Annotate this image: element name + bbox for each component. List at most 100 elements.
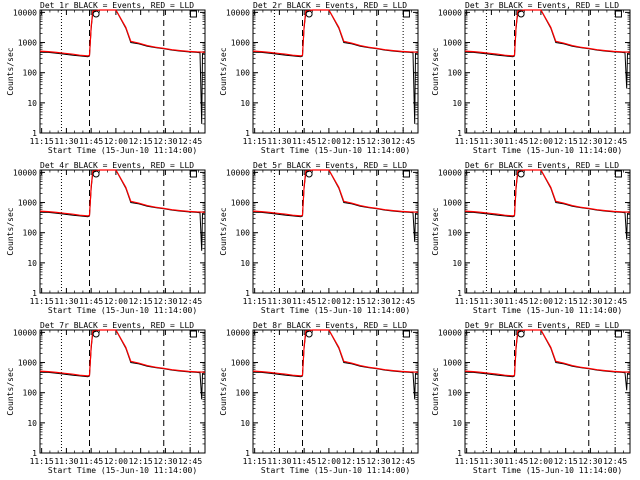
- y-tick-label: 10000: [226, 328, 250, 337]
- marker-square: [402, 330, 410, 338]
- x-axis-label: Start Time (15-Jun-10 11:14:00): [261, 146, 410, 155]
- chart-title: Det 6r BLACK = Events, RED = LLD: [465, 161, 619, 170]
- x-tick-label: 12:30: [578, 297, 602, 306]
- x-tick-label: 12:15: [554, 137, 578, 146]
- chart-title: Det 8r BLACK = Events, RED = LLD: [253, 321, 407, 330]
- y-tick-label: 1000: [231, 359, 250, 368]
- x-tick-label: 12:45: [178, 297, 202, 306]
- y-tick-label: 100: [448, 229, 463, 238]
- marker-square: [614, 10, 622, 18]
- marker-square: [189, 10, 197, 18]
- y-axis-label: Counts/sec: [431, 367, 440, 415]
- x-tick-label: 12:30: [153, 457, 177, 466]
- lld-series-line: [252, 329, 419, 377]
- x-tick-label: 11:15: [455, 137, 479, 146]
- x-tick-label: 12:30: [578, 137, 602, 146]
- x-tick-label: 12:45: [391, 137, 415, 146]
- y-tick-label: 10000: [226, 168, 250, 177]
- y-tick-label: 1: [32, 449, 37, 458]
- marker-circle: [92, 330, 100, 338]
- x-axis-label: Start Time (15-Jun-10 11:14:00): [48, 146, 197, 155]
- y-axis-label: Counts/sec: [219, 47, 228, 95]
- plot-frame: [252, 169, 419, 294]
- x-tick-label: 12:00: [104, 137, 128, 146]
- x-tick-label: 12:45: [603, 137, 627, 146]
- y-tick-label: 1000: [443, 199, 462, 208]
- y-tick-label: 10: [452, 99, 462, 108]
- marker-square: [614, 330, 622, 338]
- x-tick-label: 11:15: [243, 297, 267, 306]
- y-axis-label: Counts/sec: [6, 367, 15, 415]
- x-tick-label: 11:45: [292, 137, 316, 146]
- y-tick-label: 1000: [18, 359, 37, 368]
- x-tick-label: 11:30: [479, 457, 503, 466]
- marker-square: [614, 170, 622, 178]
- y-tick-label: 1: [457, 289, 462, 298]
- chart-title: Det 5r BLACK = Events, RED = LLD: [253, 161, 407, 170]
- x-tick-label: 12:15: [554, 297, 578, 306]
- marker-square: [189, 330, 197, 338]
- y-tick-label: 10: [27, 99, 37, 108]
- lld-series-line: [39, 169, 206, 217]
- x-tick-label: 12:30: [366, 457, 390, 466]
- y-tick-label: 100: [236, 69, 251, 78]
- y-tick-label: 1: [245, 289, 250, 298]
- x-tick-label: 12:00: [104, 457, 128, 466]
- y-tick-label: 10000: [13, 168, 37, 177]
- lld-series-line: [464, 329, 631, 377]
- chart-title: Det 9r BLACK = Events, RED = LLD: [465, 321, 619, 330]
- x-tick-label: 12:45: [178, 137, 202, 146]
- marker-circle: [305, 10, 313, 18]
- marker-circle: [305, 330, 313, 338]
- x-tick-label: 11:30: [267, 457, 291, 466]
- chart-title: Det 1r BLACK = Events, RED = LLD: [40, 1, 194, 10]
- x-tick-label: 11:30: [54, 137, 78, 146]
- chart-title: Det 4r BLACK = Events, RED = LLD: [40, 161, 194, 170]
- y-tick-label: 10: [27, 419, 37, 428]
- y-tick-label: 1000: [231, 199, 250, 208]
- marker-square: [189, 170, 197, 178]
- lld-series-line: [252, 169, 419, 217]
- x-tick-label: 12:00: [104, 297, 128, 306]
- y-tick-label: 100: [23, 389, 38, 398]
- y-axis-label: Counts/sec: [6, 207, 15, 255]
- x-tick-label: 11:30: [479, 137, 503, 146]
- x-tick-label: 11:45: [504, 457, 528, 466]
- x-tick-label: 12:45: [391, 457, 415, 466]
- y-tick-label: 100: [236, 389, 251, 398]
- y-tick-label: 1: [32, 129, 37, 138]
- x-tick-label: 12:15: [129, 137, 153, 146]
- plot-frame: [39, 9, 206, 134]
- y-tick-label: 1: [245, 449, 250, 458]
- y-tick-label: 100: [236, 229, 251, 238]
- y-tick-label: 1: [32, 289, 37, 298]
- y-axis-label: Counts/sec: [219, 207, 228, 255]
- x-tick-label: 12:45: [603, 297, 627, 306]
- x-tick-label: 11:45: [79, 297, 103, 306]
- x-tick-label: 11:45: [504, 297, 528, 306]
- y-tick-label: 1: [457, 129, 462, 138]
- x-tick-label: 12:30: [153, 297, 177, 306]
- x-tick-label: 12:00: [529, 137, 553, 146]
- y-tick-label: 10000: [438, 328, 462, 337]
- events-series-line: [39, 9, 206, 124]
- x-tick-label: 12:30: [153, 137, 177, 146]
- x-tick-label: 12:45: [603, 457, 627, 466]
- marker-circle: [92, 10, 100, 18]
- marker-square: [402, 10, 410, 18]
- chart-title: Det 7r BLACK = Events, RED = LLD: [40, 321, 194, 330]
- x-tick-label: 11:15: [30, 137, 54, 146]
- y-axis-label: Counts/sec: [6, 47, 15, 95]
- marker-circle: [517, 170, 525, 178]
- plot-frame: [39, 329, 206, 454]
- plot-frame: [39, 169, 206, 294]
- lld-series-line: [39, 9, 206, 57]
- x-axis-label: Start Time (15-Jun-10 11:14:00): [261, 306, 410, 315]
- x-tick-label: 12:00: [529, 457, 553, 466]
- y-tick-label: 1000: [443, 359, 462, 368]
- x-tick-label: 12:45: [178, 457, 202, 466]
- x-tick-label: 12:15: [554, 457, 578, 466]
- y-tick-label: 1000: [231, 39, 250, 48]
- y-tick-label: 10: [240, 99, 250, 108]
